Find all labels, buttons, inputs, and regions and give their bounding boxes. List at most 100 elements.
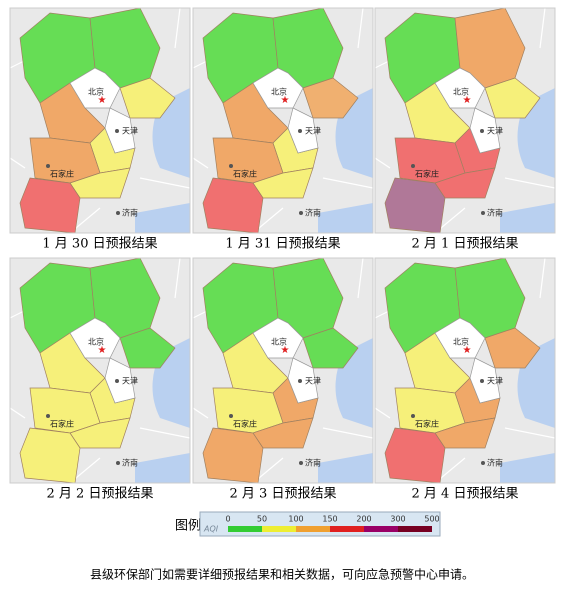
city-dot bbox=[481, 461, 485, 465]
panel-frame bbox=[192, 257, 374, 484]
map-caption: 1 月 31 日预报结果 bbox=[225, 237, 340, 252]
star-marker: ★ bbox=[463, 95, 472, 106]
city-label: 天津 bbox=[305, 126, 321, 136]
star-marker: ★ bbox=[98, 95, 107, 106]
beijing-area bbox=[434, 67, 486, 109]
city-label: 济南 bbox=[487, 208, 503, 218]
city-label: 北京 bbox=[88, 87, 104, 97]
city-dot bbox=[298, 129, 302, 133]
tianjin-area bbox=[287, 357, 319, 404]
legend-swatch bbox=[364, 526, 398, 532]
beijing-area bbox=[252, 317, 304, 359]
region bbox=[19, 427, 81, 483]
city-dot bbox=[229, 164, 233, 168]
legend-tick-label: 50 bbox=[257, 515, 267, 524]
city-label: 石家庄 bbox=[50, 419, 74, 429]
map-caption: 2 月 3 日预报结果 bbox=[230, 487, 337, 502]
legend-tick-label: 100 bbox=[288, 515, 303, 524]
legend-swatch bbox=[228, 526, 262, 532]
city-label: 北京 bbox=[453, 337, 469, 347]
city-label: 石家庄 bbox=[233, 169, 257, 179]
map-caption: 2 月 4 日预报结果 bbox=[412, 487, 519, 502]
map-caption: 2 月 2 日预报结果 bbox=[47, 487, 154, 502]
city-dot bbox=[480, 129, 484, 133]
legend-tick-label: 300 bbox=[390, 515, 405, 524]
region bbox=[302, 77, 359, 119]
sea bbox=[500, 338, 555, 483]
beijing-area bbox=[69, 317, 121, 359]
city-label: 济南 bbox=[122, 458, 138, 468]
city-label: 济南 bbox=[305, 458, 321, 468]
sea bbox=[135, 338, 190, 483]
region bbox=[384, 177, 446, 233]
sea bbox=[318, 88, 373, 233]
beijing-area bbox=[252, 67, 304, 109]
legend-tick-label: 200 bbox=[356, 515, 371, 524]
panel-frame bbox=[9, 7, 191, 234]
city-label: 石家庄 bbox=[415, 419, 439, 429]
city-dot bbox=[298, 379, 302, 383]
legend-index: AQI bbox=[203, 525, 219, 534]
beijing-area bbox=[69, 67, 121, 109]
legend-swatch bbox=[296, 526, 330, 532]
city-dot bbox=[46, 414, 50, 418]
star-marker: ★ bbox=[281, 345, 290, 356]
city-dot bbox=[46, 164, 50, 168]
city-dot bbox=[115, 129, 119, 133]
panel-frame bbox=[192, 7, 374, 234]
city-dot bbox=[116, 461, 120, 465]
city-label: 天津 bbox=[122, 376, 138, 386]
tianjin-area bbox=[104, 107, 136, 154]
city-label: 北京 bbox=[88, 337, 104, 347]
city-dot bbox=[116, 211, 120, 215]
region bbox=[484, 327, 541, 369]
city-label: 天津 bbox=[122, 126, 138, 136]
province-borders bbox=[193, 8, 373, 233]
legend-tick-label: 150 bbox=[322, 515, 337, 524]
tianjin-area bbox=[287, 107, 319, 154]
beijing-area bbox=[434, 317, 486, 359]
region bbox=[119, 327, 176, 369]
panel-frame bbox=[9, 257, 191, 484]
province-borders bbox=[10, 8, 190, 233]
city-label: 济南 bbox=[305, 208, 321, 218]
province-borders bbox=[193, 258, 373, 483]
city-label: 石家庄 bbox=[415, 169, 439, 179]
map-caption: 2 月 1 日预报结果 bbox=[412, 237, 519, 252]
tianjin-area bbox=[469, 357, 501, 404]
legend-tick-label: 500 bbox=[424, 515, 439, 524]
city-label: 济南 bbox=[487, 458, 503, 468]
city-dot bbox=[299, 211, 303, 215]
province-borders bbox=[375, 258, 555, 483]
city-label: 天津 bbox=[305, 376, 321, 386]
province-borders bbox=[375, 8, 555, 233]
footer-note: 县级环保部门如需要详细预报结果和相关数据，可向应急预警中心申请。 bbox=[90, 567, 474, 582]
city-label: 北京 bbox=[271, 337, 287, 347]
city-label: 石家庄 bbox=[233, 419, 257, 429]
legend-title: 图例 bbox=[175, 519, 201, 534]
region bbox=[119, 77, 176, 119]
tianjin-area bbox=[469, 107, 501, 154]
legend-swatch bbox=[330, 526, 364, 532]
region bbox=[202, 427, 264, 483]
city-label: 天津 bbox=[487, 376, 503, 386]
city-dot bbox=[115, 379, 119, 383]
region bbox=[19, 177, 81, 233]
city-dot bbox=[411, 164, 415, 168]
map-caption: 1 月 30 日预报结果 bbox=[42, 237, 157, 252]
city-label: 天津 bbox=[487, 126, 503, 136]
legend-tick-label: 0 bbox=[225, 515, 230, 524]
legend-swatch bbox=[398, 526, 432, 532]
region bbox=[202, 177, 264, 233]
sea bbox=[135, 88, 190, 233]
panel-frame bbox=[374, 257, 556, 484]
sea bbox=[500, 88, 555, 233]
